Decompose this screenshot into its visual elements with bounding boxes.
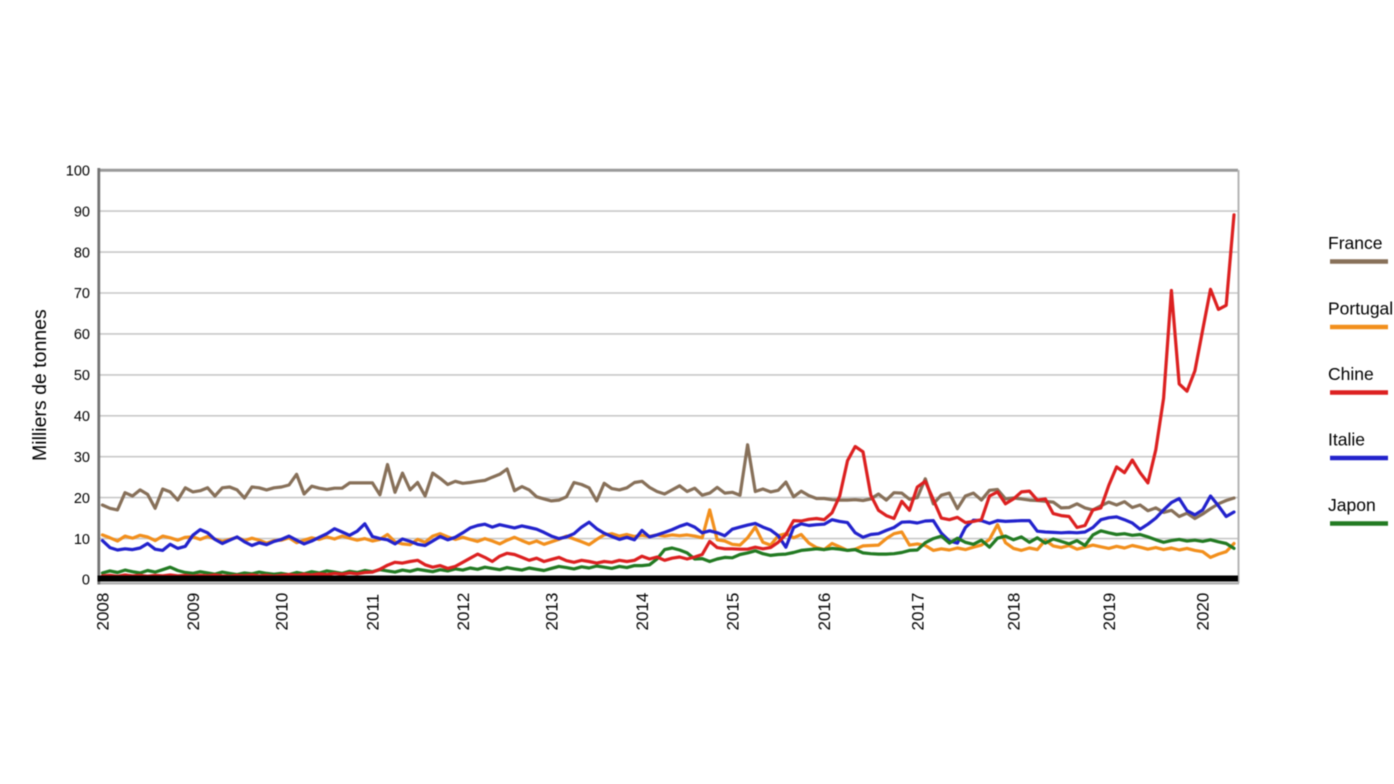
svg-text:2012: 2012 — [454, 593, 473, 631]
svg-text:0: 0 — [82, 573, 90, 589]
svg-text:20: 20 — [74, 491, 90, 507]
svg-text:2008: 2008 — [93, 593, 112, 631]
svg-text:2013: 2013 — [542, 593, 561, 631]
svg-text:France: France — [1328, 233, 1382, 253]
svg-text:2016: 2016 — [815, 593, 834, 631]
svg-text:80: 80 — [74, 245, 90, 261]
svg-text:Milliers de tonnes: Milliers de tonnes — [29, 309, 51, 461]
svg-text:60: 60 — [74, 327, 90, 343]
svg-text:50: 50 — [74, 368, 90, 384]
svg-text:30: 30 — [74, 450, 90, 466]
svg-text:2015: 2015 — [723, 593, 742, 631]
svg-text:2020: 2020 — [1194, 593, 1213, 631]
svg-text:Japon: Japon — [1328, 495, 1376, 515]
svg-text:Chine: Chine — [1328, 364, 1374, 384]
svg-text:10: 10 — [74, 532, 90, 548]
svg-text:2019: 2019 — [1100, 593, 1119, 631]
svg-text:2010: 2010 — [272, 593, 291, 631]
svg-text:2018: 2018 — [1005, 593, 1024, 631]
svg-text:90: 90 — [74, 204, 90, 220]
svg-text:2014: 2014 — [633, 593, 652, 631]
svg-text:Italie: Italie — [1328, 430, 1365, 450]
svg-text:2011: 2011 — [363, 594, 382, 631]
svg-text:Portugal: Portugal — [1328, 299, 1393, 319]
svg-text:100: 100 — [66, 163, 90, 179]
svg-text:70: 70 — [74, 286, 90, 302]
svg-text:2017: 2017 — [908, 593, 927, 631]
svg-text:40: 40 — [74, 409, 90, 425]
svg-text:2009: 2009 — [184, 593, 203, 631]
